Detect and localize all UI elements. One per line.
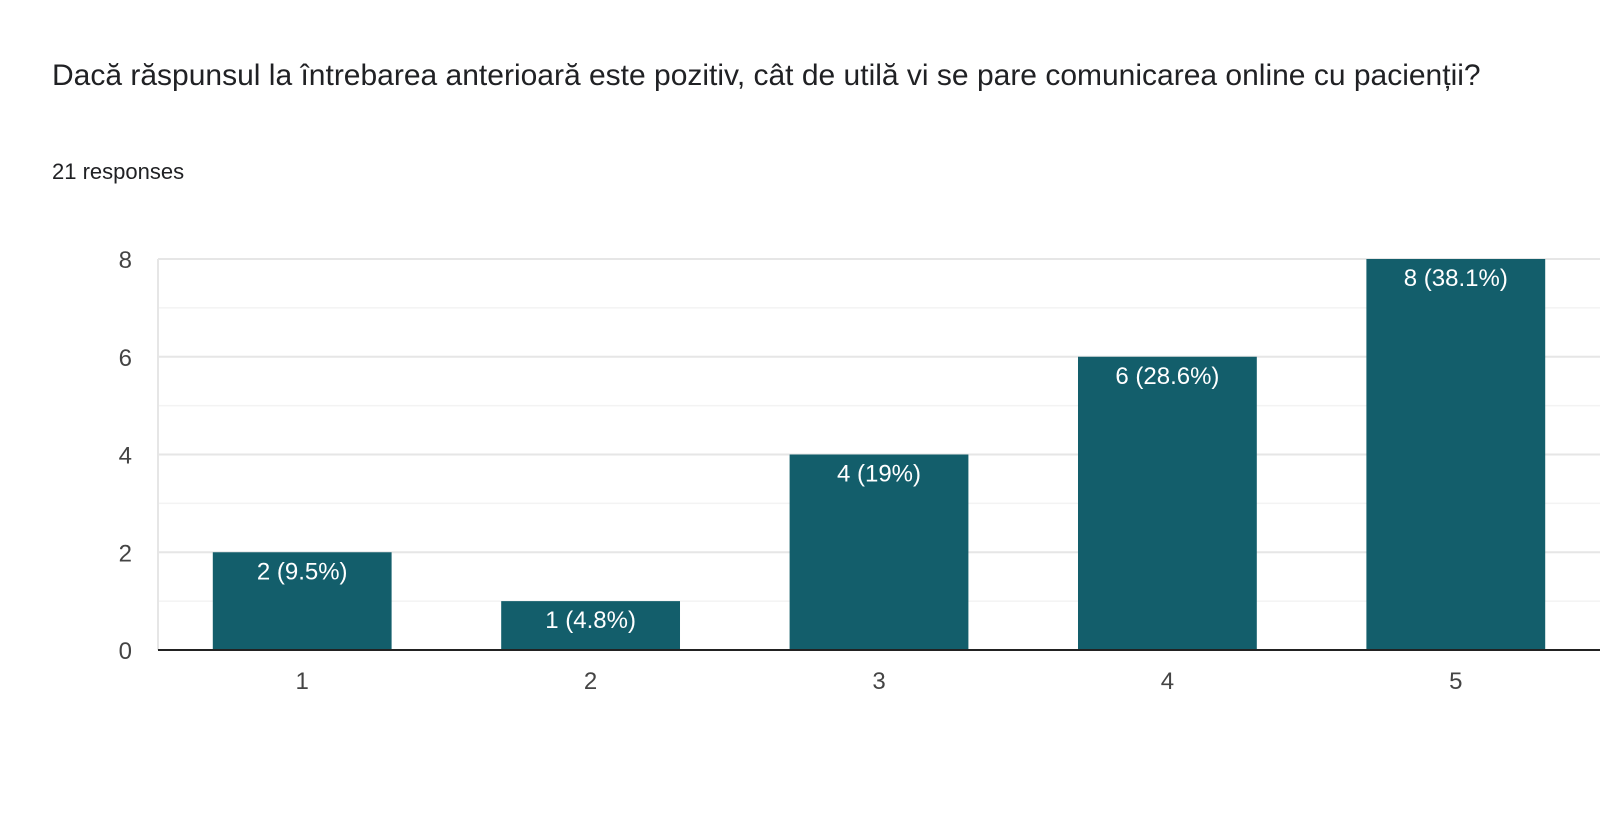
bar-data-label: 4 (19%) [837,461,921,488]
y-tick-label: 2 [119,540,132,567]
x-tick-label: 3 [872,668,885,695]
x-tick-label: 2 [584,668,597,695]
y-axis-ticks: 0 2 4 6 8 [119,247,132,665]
x-tick-label: 1 [296,668,309,695]
bar-data-label: 2 (9.5%) [257,558,348,585]
x-axis-ticks: 1 2 3 4 5 [158,650,1600,695]
y-tick-label: 6 [119,345,132,372]
bar-data-label: 1 (4.8%) [545,607,636,634]
bar [1078,357,1257,650]
bar-data-label: 8 (38.1%) [1404,265,1508,292]
y-tick-label: 8 [119,247,132,274]
x-tick-label: 5 [1449,668,1462,695]
bar [1366,259,1545,650]
bar-data-label: 6 (28.6%) [1115,363,1219,390]
y-tick-label: 0 [119,638,132,665]
y-tick-label: 4 [119,443,132,470]
x-tick-label: 4 [1161,668,1174,695]
